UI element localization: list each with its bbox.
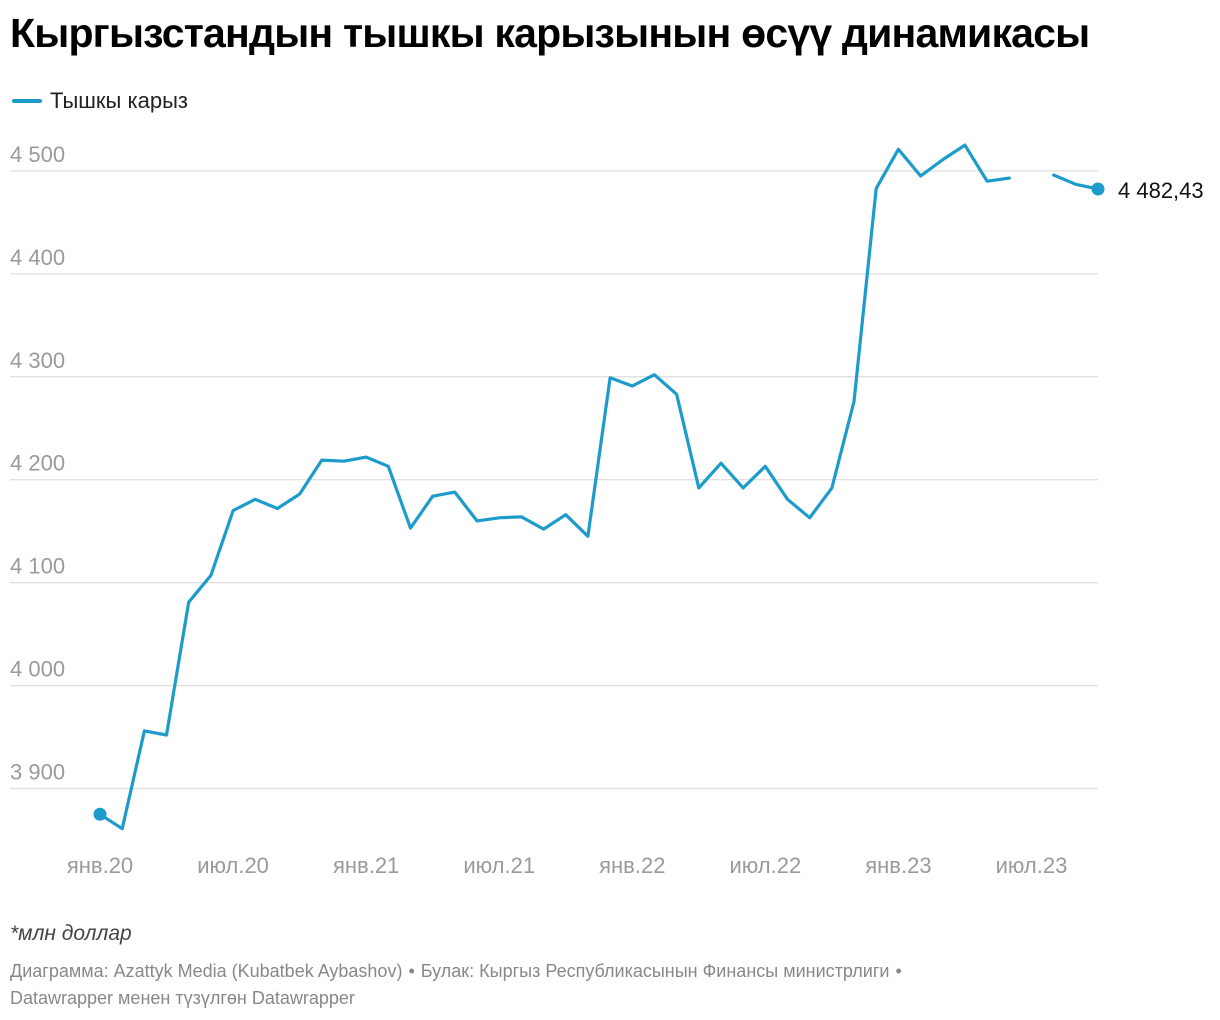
x-tick-label: янв.22	[599, 853, 665, 878]
credits-chart-by: Диаграмма: Azattyk Media (Kubatbek Aybas…	[10, 961, 403, 981]
legend-label: Тышкы карыз	[50, 88, 188, 113]
y-tick-label: 3 900	[10, 760, 65, 785]
end-point	[1091, 182, 1105, 196]
x-tick-label: июл.23	[996, 853, 1068, 878]
y-tick-label: 4 200	[10, 451, 65, 476]
unit-note: *млн доллар	[10, 922, 132, 945]
x-tick-label: янв.21	[333, 853, 399, 878]
y-tick-label: 4 000	[10, 657, 65, 682]
end-value-label: 4 482,43	[1118, 178, 1204, 203]
x-tick-label: июл.20	[197, 853, 269, 878]
y-tick-label: 4 300	[10, 348, 65, 373]
credits-source: Булак: Кыргыз Республикасынын Финансы ми…	[420, 961, 890, 981]
legend: Тышкы карыз	[12, 88, 188, 114]
x-tick-label: июл.21	[463, 853, 535, 878]
x-tick-label: янв.23	[865, 853, 931, 878]
series-line	[98, 143, 1011, 831]
y-tick-label: 4 400	[10, 245, 65, 270]
y-tick-label: 4 100	[10, 554, 65, 579]
start-point	[93, 807, 107, 821]
y-tick-label: 4 500	[10, 142, 65, 167]
legend-swatch	[12, 99, 42, 103]
series-line	[1051, 173, 1100, 191]
x-tick-label: июл.22	[729, 853, 801, 878]
chart-title: Кыргызстандын тышкы карызынын өсүү динам…	[10, 10, 1090, 56]
x-tick-label: янв.20	[67, 853, 133, 878]
credits: Диаграмма: Azattyk Media (Kubatbek Aybas…	[10, 961, 902, 1008]
line-chart: 3 900 4 000 4 100 4 200 4 300 4 400 4 500 янв.2…	[10, 142, 1204, 878]
credits-made-with: Datawrapper менен түзүлгөн Datawrapper	[10, 988, 355, 1008]
